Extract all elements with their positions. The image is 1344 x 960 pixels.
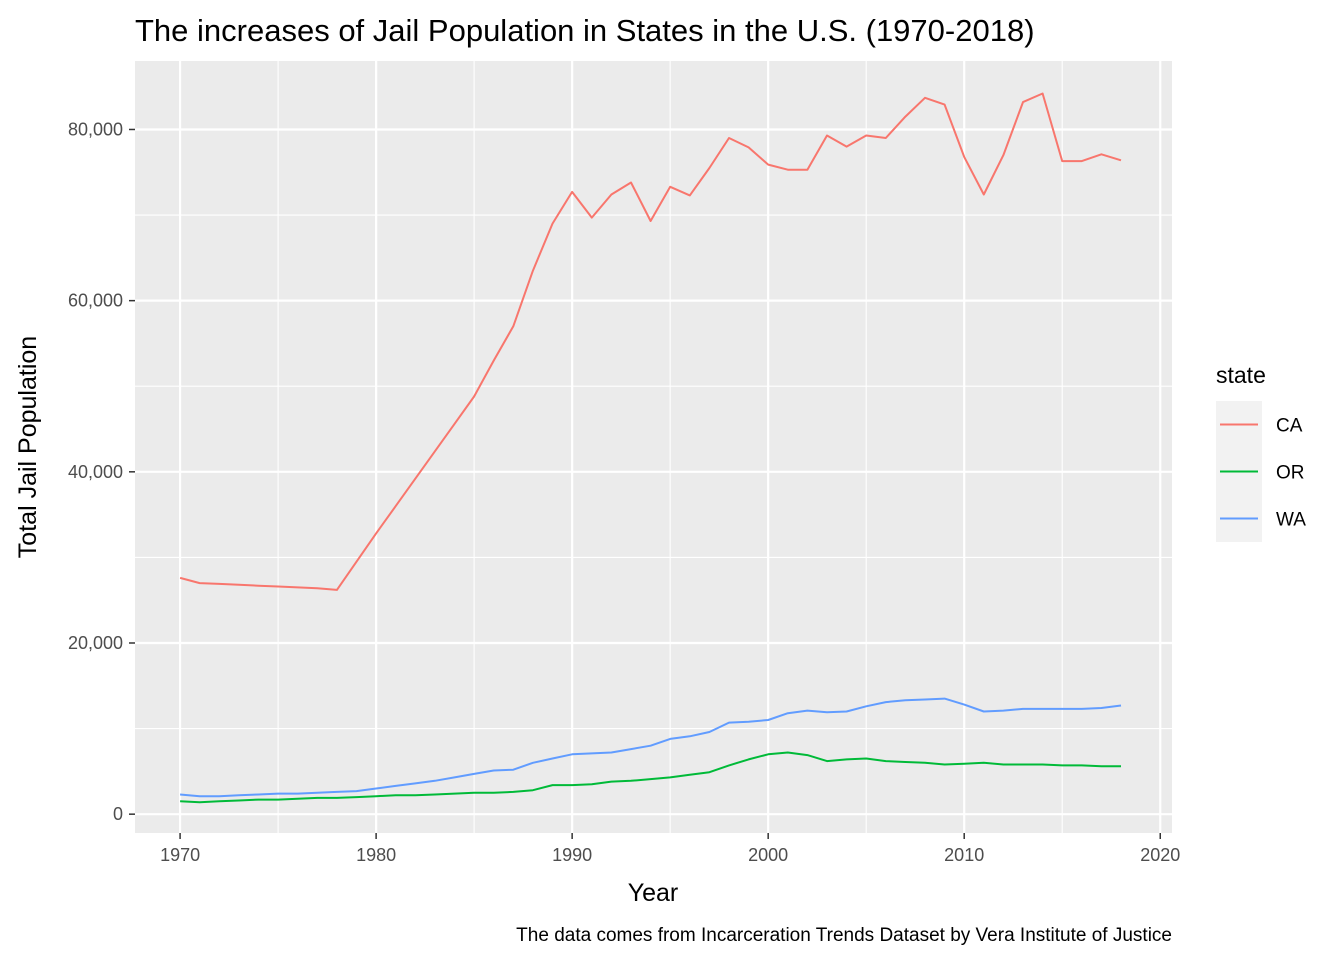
y-tick-label: 60,000 — [68, 291, 123, 311]
legend: state CA OR WA — [1216, 362, 1306, 542]
x-tick-label: 2010 — [944, 845, 984, 865]
legend-label-ca: CA — [1276, 416, 1303, 437]
x-tick-label: 2020 — [1140, 845, 1180, 865]
x-tick-label: 1980 — [356, 845, 396, 865]
y-axis: 0 20,000 40,000 60,000 80,000 — [68, 119, 135, 824]
chart-title: The increases of Jail Population in Stat… — [135, 13, 1035, 48]
legend-label-wa: WA — [1276, 510, 1306, 531]
x-tick-label: 1990 — [552, 845, 592, 865]
x-axis: 1970 1980 1990 2000 2010 2020 — [160, 833, 1180, 865]
series-line-ca — [179, 92, 1122, 591]
chart-caption: The data comes from Incarceration Trends… — [516, 925, 1172, 946]
x-tick-label: 1970 — [160, 845, 200, 865]
y-tick-label: 40,000 — [68, 462, 123, 482]
series-line-wa — [180, 697, 1122, 798]
y-tick-label: 20,000 — [68, 633, 123, 653]
x-axis-title: Year — [628, 879, 679, 907]
legend-label-or: OR — [1276, 463, 1305, 484]
y-axis-title: Total Jail Population — [14, 336, 42, 558]
plot-panel — [135, 61, 1172, 833]
legend-title: state — [1216, 362, 1266, 388]
y-tick-label: 0 — [113, 804, 123, 824]
x-tick-label: 2000 — [748, 845, 788, 865]
y-tick-label: 80,000 — [68, 119, 123, 139]
series-line-or — [180, 751, 1121, 804]
series-lines — [179, 92, 1122, 804]
